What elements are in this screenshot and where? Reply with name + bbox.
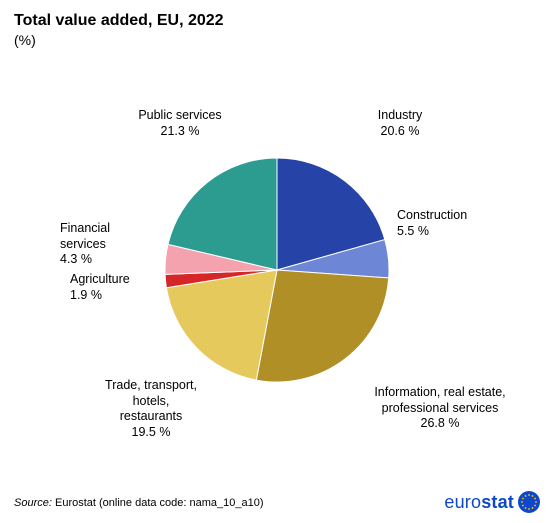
- chart-subtitle: (%): [14, 32, 36, 48]
- source-prefix: Source:: [14, 497, 52, 509]
- logo-text: eurostat: [444, 492, 514, 513]
- chart-title: Total value added, EU, 2022: [14, 12, 224, 30]
- slice-label: Industry20.6 %: [340, 108, 460, 139]
- slice-label: Information, real estate,professional se…: [345, 385, 535, 432]
- eu-flag-icon: [518, 491, 540, 513]
- slice-label: Construction5.5 %: [397, 208, 517, 239]
- slice-label: Trade, transport,hotels,restaurants19.5 …: [86, 378, 216, 441]
- slice-label: Financialservices4.3 %: [60, 221, 160, 268]
- logo-text-light: euro: [444, 492, 481, 512]
- slice-label: Agriculture1.9 %: [70, 272, 170, 303]
- chart-container: Total value added, EU, 2022 (%) Industry…: [0, 0, 554, 523]
- pie-chart: Industry20.6 % Construction5.5 % Informati…: [0, 60, 554, 460]
- source-text: Eurostat (online data code: nama_10_a10): [55, 497, 264, 509]
- pie-slice: [256, 270, 388, 382]
- source-line: Source: Eurostat (online data code: nama…: [14, 497, 264, 509]
- slice-label: Public services21.3 %: [115, 108, 245, 139]
- logo-text-bold: stat: [481, 492, 514, 512]
- eurostat-logo: eurostat: [444, 491, 540, 513]
